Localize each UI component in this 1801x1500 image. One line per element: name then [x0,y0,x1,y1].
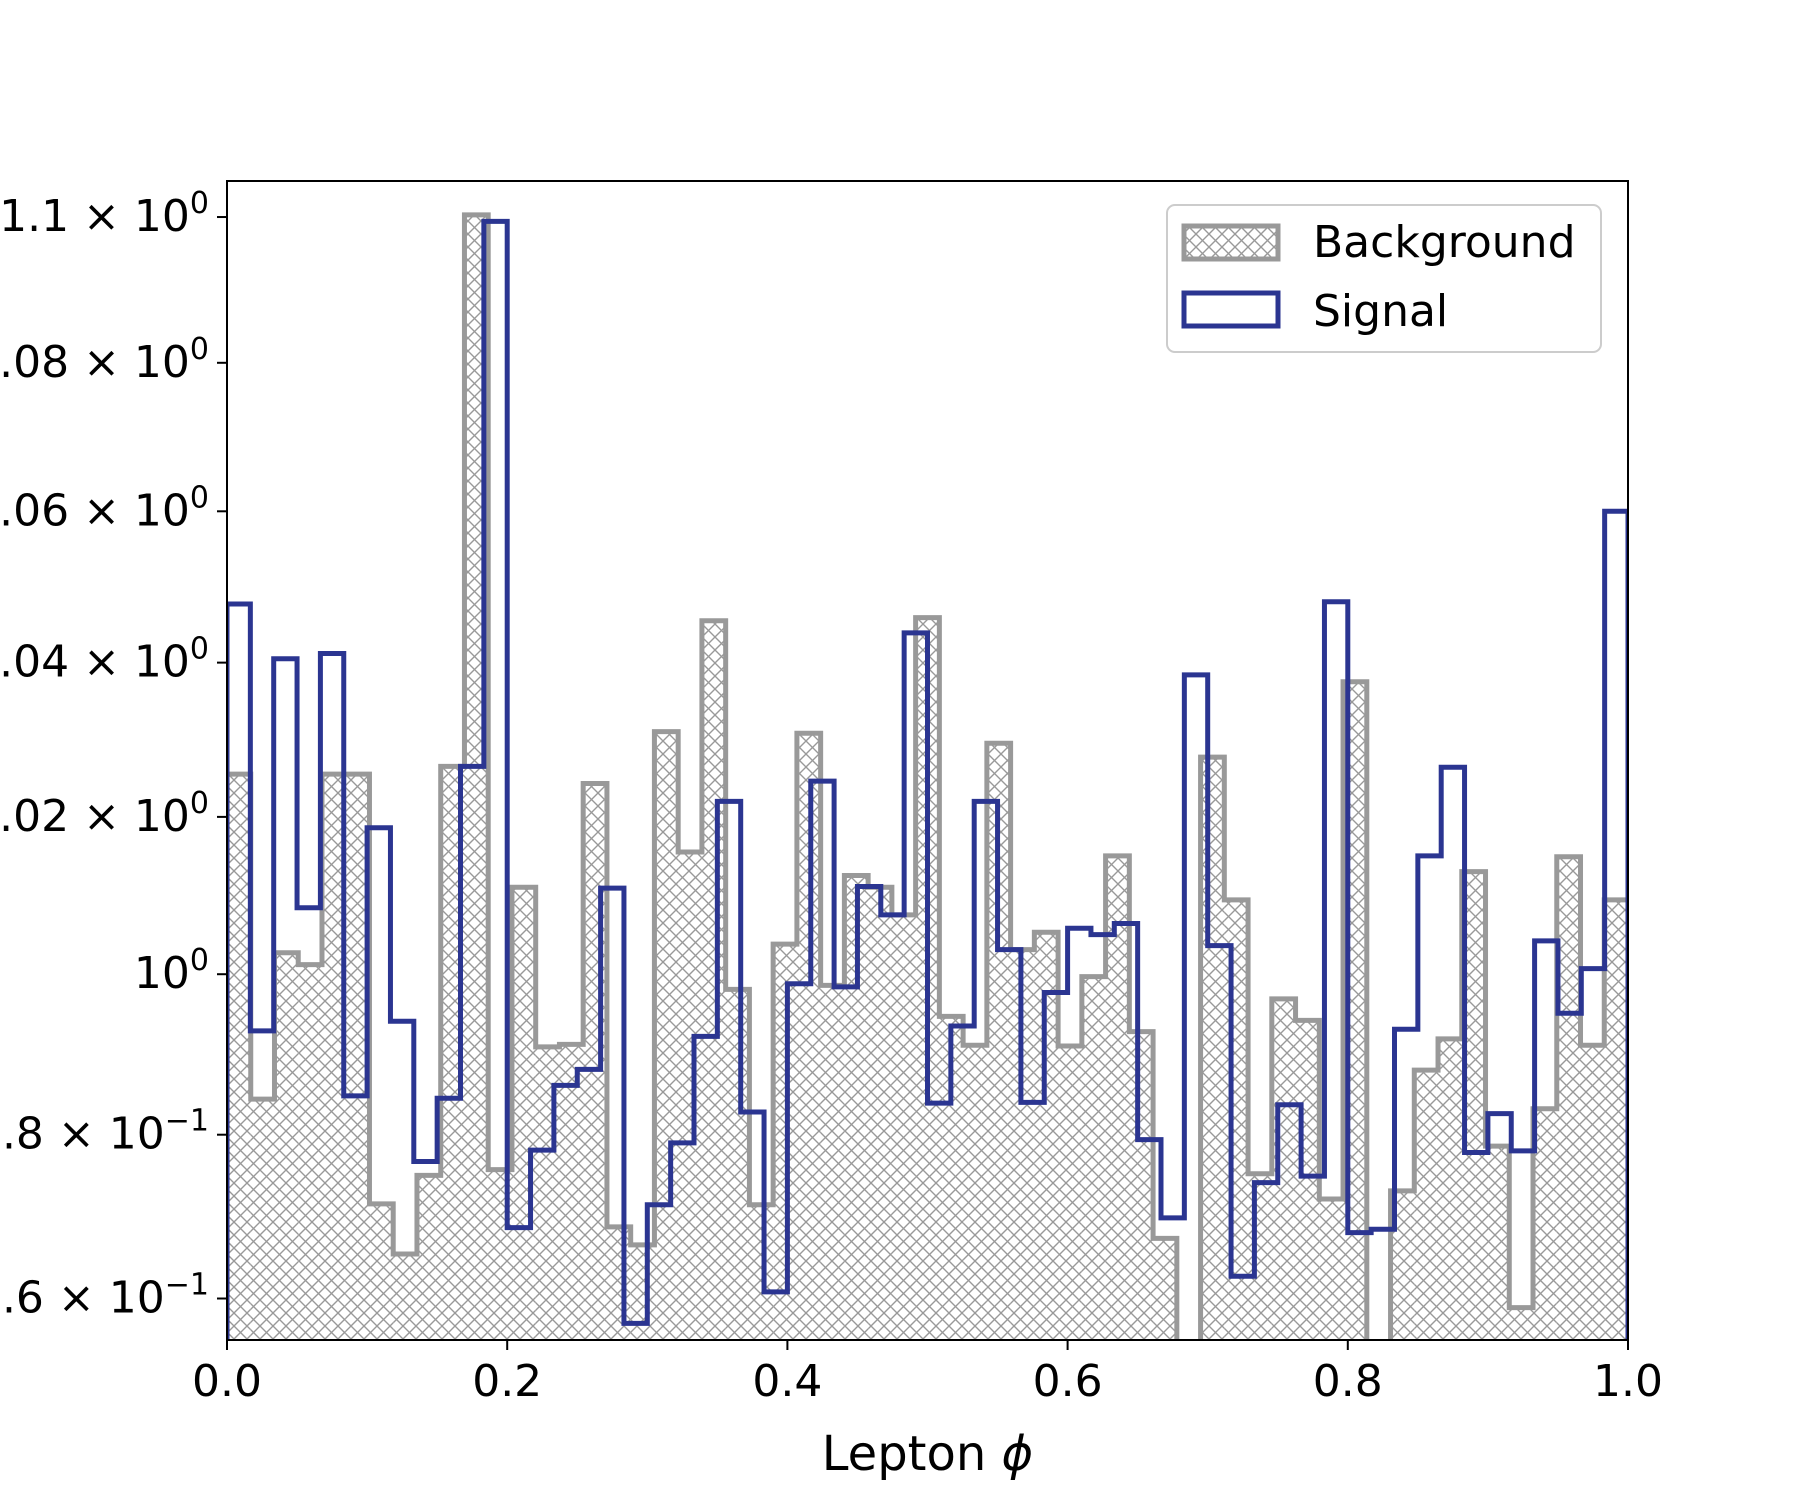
background-bar [321,774,346,1340]
background-bar [559,1044,584,1340]
background-bar [1034,932,1059,1340]
background-bar [820,985,845,1340]
x-axis: 0.0 0.2 0.4 0.6 0.8 1.0 [192,1340,1663,1407]
y-tick-label: 9.6 × 10−1 [0,1268,209,1324]
background-bar [654,731,679,1340]
background-bar [1129,1031,1154,1340]
background-bar [393,1253,417,1340]
x-tick-label: 0.4 [752,1356,822,1407]
background-bar [1485,1146,1510,1340]
y-tick-label: 1.04 × 100 [0,632,209,688]
background-bar [844,875,869,1340]
y-axis: 9.6 × 10−1 9.8 × 10−1 100 1.02 × 100 1.04 × … [0,186,227,1324]
background-bar [1248,1173,1272,1340]
x-axis-title: Lepton ϕ [822,1426,1033,1482]
background-bar [227,774,251,1340]
background-bar [369,1203,394,1340]
background-bar [1533,1108,1557,1340]
background-bar [1509,1307,1534,1340]
background-bar [1153,1238,1177,1340]
background-bar [1438,1038,1462,1340]
background-bar [274,952,299,1340]
background-bar [511,887,536,1340]
x-tick-label: 0.6 [1033,1356,1103,1407]
background-bar [1556,856,1581,1340]
background-bar [796,733,821,1340]
background-bar [416,1175,441,1340]
background-bar [1200,757,1225,1340]
signal-step-line [227,218,1628,1340]
background-bar [345,774,370,1340]
background-bar [939,1016,964,1340]
legend-swatch-signal [1181,290,1281,329]
background-bar [1604,899,1628,1340]
y-tick-label: 1.06 × 100 [0,480,209,536]
background-bar [701,620,726,1340]
background-bar [1271,998,1296,1340]
y-tick-label: 9.8 × 10−1 [0,1104,209,1160]
background-bar [1580,1045,1605,1340]
background-bar [1295,1020,1320,1340]
background-bar [1081,976,1106,1340]
legend-label-signal: Signal [1313,286,1448,337]
x-tick-label: 0.2 [472,1356,542,1407]
background-bar [725,989,750,1340]
axes-frame [226,180,1629,1341]
legend: Background Signal [1166,204,1602,353]
background-bar [1319,1199,1344,1340]
background-bar [986,743,1011,1340]
y-tick-label: 100 [134,943,209,999]
y-tick-label: 1.02 × 100 [0,786,209,842]
x-tick-label: 0.8 [1313,1356,1383,1407]
background-bar [1414,1070,1439,1340]
legend-swatch-background [1181,223,1281,262]
background-bar [250,1099,275,1340]
background-bar [868,887,892,1340]
background-bar [298,964,322,1340]
background-bar [1010,949,1035,1340]
x-tick-label: 0.0 [192,1356,262,1407]
background-bar [678,852,702,1340]
y-tick-label: 1.1 × 100 [0,186,209,242]
plot-area [227,212,1628,1340]
background-bar [749,1204,774,1340]
background-bar [1461,871,1486,1340]
background-bar [963,1045,987,1340]
y-tick-label: 1.08 × 100 [0,332,209,388]
background-step-line [227,212,1628,1340]
background-bar [583,783,607,1340]
background-bar [1105,855,1130,1340]
legend-label-background: Background [1313,217,1576,268]
background-bar [1058,1046,1082,1340]
background-bar [891,914,916,1340]
x-tick-label: 1.0 [1593,1356,1663,1407]
